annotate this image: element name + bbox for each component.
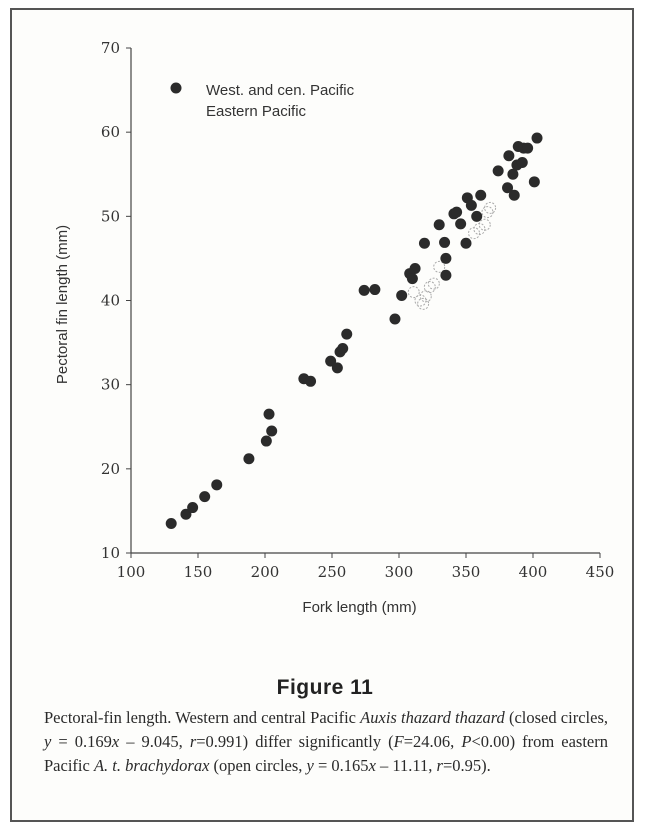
data-point-closed xyxy=(440,252,452,264)
scatter-plot: 100 150 200 250 300 350 400 450 10 20 30 40 50 60 70 Fo… xyxy=(54,39,615,616)
data-point-closed xyxy=(260,435,272,447)
caption-italic-text: x xyxy=(368,756,376,775)
caption-italic-text: A. t. brachydorax xyxy=(93,756,210,775)
data-point-open xyxy=(481,206,494,219)
data-point-closed xyxy=(266,425,278,437)
caption-italic-text: Auxis thazard thazard xyxy=(360,708,505,727)
legend-closed-circle xyxy=(170,82,182,94)
data-point-closed xyxy=(451,206,463,218)
caption-text: = 0.169 xyxy=(51,732,112,751)
data-point-closed xyxy=(165,518,177,530)
y-tick-label: 40 xyxy=(101,292,120,310)
x-tick-label: 100 xyxy=(117,563,146,581)
data-point-closed xyxy=(503,150,515,162)
data-point-closed xyxy=(516,156,528,168)
legend-label: Eastern Pacific xyxy=(206,103,307,120)
data-point-closed xyxy=(433,219,445,231)
y-tick-label: 20 xyxy=(101,460,120,478)
caption-italic-text: F xyxy=(393,732,404,751)
data-point-closed xyxy=(409,263,421,275)
caption-text: =24.06, xyxy=(403,732,462,751)
data-point-closed xyxy=(440,269,452,281)
data-point-open xyxy=(468,227,481,240)
x-tick-label: 150 xyxy=(184,563,213,581)
x-tick-label: 250 xyxy=(318,563,347,581)
data-point-closed xyxy=(243,453,255,465)
figure-label: Figure 11 xyxy=(276,676,374,699)
data-point-closed xyxy=(475,189,487,201)
data-point-closed xyxy=(337,342,349,354)
data-point-closed xyxy=(507,168,519,180)
data-point-closed xyxy=(531,132,543,144)
data-point-closed xyxy=(418,237,430,249)
data-point-closed xyxy=(396,289,408,301)
caption-text: (open circles, xyxy=(209,756,307,775)
caption-text: – 9.045, xyxy=(119,732,190,751)
data-point-open xyxy=(484,201,497,214)
data-point-open xyxy=(427,277,440,290)
data-point-open xyxy=(419,290,432,303)
data-point-open xyxy=(417,297,430,310)
caption-text: =0.95). xyxy=(442,756,491,775)
y-axis-label: Pectoral fin length (mm) xyxy=(54,225,71,384)
data-point-closed xyxy=(502,182,514,194)
data-point-closed xyxy=(180,508,192,520)
caption-italic-text: y xyxy=(44,732,52,751)
data-point-closed xyxy=(455,218,467,230)
data-point-closed xyxy=(508,189,520,201)
data-point-open xyxy=(407,286,420,299)
x-tick-label: 200 xyxy=(251,563,280,581)
data-point-closed xyxy=(439,236,451,248)
caption-italic-text: y xyxy=(306,756,314,775)
y-tick-label: 50 xyxy=(101,207,120,225)
caption-text: =0.991) differ significantly ( xyxy=(196,732,394,751)
data-point-closed xyxy=(341,328,353,340)
x-tick-label: 400 xyxy=(519,563,548,581)
x-tick-label: 350 xyxy=(452,563,481,581)
data-point-closed xyxy=(522,142,534,154)
caption-text: (closed circles, xyxy=(504,708,608,727)
data-point-open xyxy=(423,281,436,294)
data-point-closed xyxy=(460,237,472,249)
caption-italic-text: P xyxy=(461,732,472,751)
data-point-closed xyxy=(325,355,337,367)
y-tick-label: 60 xyxy=(101,123,120,141)
legend-label: West. and cen. Pacific xyxy=(206,82,355,99)
caption-text: – 11.11, xyxy=(375,756,437,775)
data-point-closed xyxy=(465,199,477,211)
data-point-closed xyxy=(263,408,275,420)
data-point-closed xyxy=(389,313,401,325)
caption-italic-text: r xyxy=(189,732,197,751)
data-point-closed xyxy=(187,502,199,514)
data-point-closed xyxy=(369,284,381,296)
x-tick-label: 300 xyxy=(385,563,414,581)
data-point-closed xyxy=(492,165,504,177)
data-point-closed xyxy=(199,491,211,503)
data-point-open xyxy=(414,294,427,307)
data-point-closed xyxy=(528,176,540,188)
caption-text: <0.00) from eastern Pacific xyxy=(44,732,608,775)
caption-italic-text: r xyxy=(436,756,443,775)
data-point-closed xyxy=(471,210,483,222)
caption-italic-text: x xyxy=(111,732,120,751)
data-point-closed xyxy=(305,375,317,387)
data-point-closed xyxy=(406,273,418,285)
caption-text: Pectoral-fin length. Western and central… xyxy=(44,708,361,727)
data-point-closed xyxy=(358,284,370,296)
y-tick-label: 30 xyxy=(101,376,120,394)
data-point-open xyxy=(433,260,446,273)
figure-caption: Pectoral-fin length. Western and central… xyxy=(44,706,608,778)
y-tick-label: 70 xyxy=(101,39,120,57)
caption-text: = 0.165 xyxy=(313,756,369,775)
x-axis-label: Fork length (mm) xyxy=(302,599,416,616)
x-tick-label: 450 xyxy=(586,563,615,581)
data-point-open xyxy=(478,218,491,231)
data-point-closed xyxy=(211,479,223,491)
y-tick-label: 10 xyxy=(101,544,120,562)
data-point-closed xyxy=(331,362,343,374)
